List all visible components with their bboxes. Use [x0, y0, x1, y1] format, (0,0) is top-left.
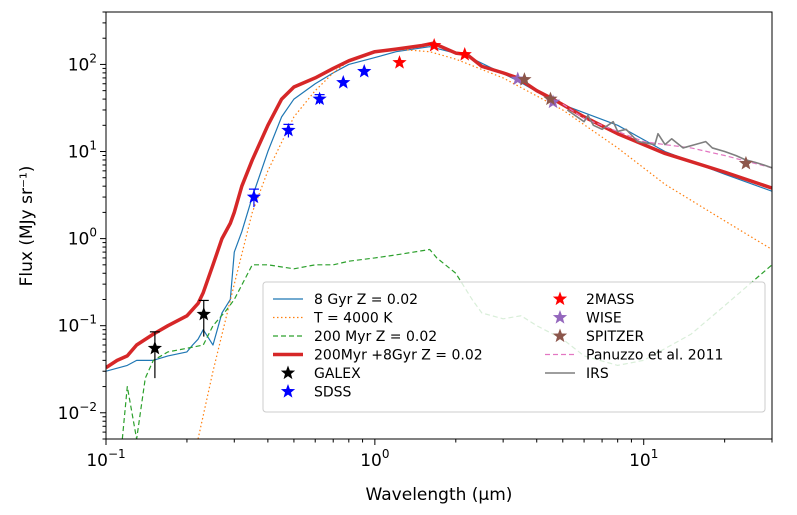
legend-swatch — [552, 310, 568, 324]
legend-item-2mass: 2MASS — [552, 291, 634, 308]
tick-layer: 10−1 100 101 10−2 10−1 100 101 102 — [58, 11, 773, 471]
y-tick-label: 10−1 — [58, 313, 97, 337]
marker-galex — [196, 306, 211, 321]
y-tick-label: 10−2 — [58, 400, 97, 424]
legend-label: SPITZER — [586, 329, 644, 345]
legend-label: Panuzzo et al. 2011 — [586, 348, 723, 364]
marker-sdss — [246, 189, 262, 204]
marker-sdss — [312, 91, 327, 106]
marker-sdss — [281, 122, 296, 137]
legend-label: GALEX — [314, 366, 361, 382]
y-axis-title: Flux (MJy sr⁻¹) — [17, 166, 37, 287]
legend-item-galex: GALEX — [280, 365, 361, 382]
y-tick-label: 100 — [68, 226, 97, 250]
legend-label: IRS — [586, 366, 609, 382]
legend-label: 200Myr +8Gyr Z = 0.02 — [314, 348, 483, 364]
marker-layer — [147, 37, 754, 379]
legend-label: WISE — [586, 311, 622, 327]
legend-item-8-gyr-z-0-02: 8 Gyr Z = 0.02 — [273, 292, 418, 308]
x-axis-title: Wavelength (μm) — [366, 485, 513, 505]
legend-item-t-4000-k: T = 4000 K — [273, 311, 393, 327]
series-200myr-8gyr-z-0-02 — [106, 41, 772, 370]
legend-swatch — [280, 384, 296, 398]
legend-item-spitzer: SPITZER — [552, 328, 644, 345]
marker-sdss — [357, 63, 372, 78]
marker-2mass — [427, 37, 442, 52]
legend-label: 200 Myr Z = 0.02 — [314, 329, 437, 345]
series-t-4000-k — [197, 48, 772, 439]
y-tick-label: 101 — [68, 139, 97, 163]
legend-item-200myr-8gyr-z-0-02: 200Myr +8Gyr Z = 0.02 — [273, 348, 483, 364]
legend-swatch — [552, 291, 568, 306]
marker-spitzer — [738, 155, 754, 170]
series-irs — [566, 109, 772, 169]
y-tick-label: 102 — [68, 51, 97, 75]
legend-label: 2MASS — [586, 292, 634, 308]
x-tick-label: 101 — [629, 447, 658, 471]
legend-item-panuzzo-et-al-2011: Panuzzo et al. 2011 — [545, 348, 723, 364]
x-tick-label: 10−1 — [86, 447, 125, 471]
legend-frame — [262, 281, 766, 413]
legend-swatch — [280, 365, 296, 380]
legend: 8 Gyr Z = 0.02 T = 4000 K 200 Myr Z = 0.02… — [262, 281, 766, 413]
x-tick-label: 100 — [360, 447, 389, 471]
legend-item-200-myr-z-0-02: 200 Myr Z = 0.02 — [273, 329, 437, 345]
axes-layer — [105, 11, 773, 440]
plot-frame — [105, 11, 773, 440]
legend-label: T = 4000 K — [313, 311, 393, 327]
legend-swatch — [552, 328, 568, 343]
marker-spitzer — [517, 72, 532, 86]
legend-item-sdss: SDSS — [280, 384, 352, 401]
marker-2mass — [457, 47, 472, 61]
legend-label: 8 Gyr Z = 0.02 — [314, 292, 418, 308]
marker-sdss — [336, 75, 351, 89]
legend-item-wise: WISE — [552, 310, 622, 327]
marker-galex — [147, 340, 163, 355]
marker-2mass — [392, 55, 407, 69]
marker-spitzer — [543, 91, 558, 106]
legend-item-irs: IRS — [545, 366, 609, 382]
marker-wise — [510, 71, 525, 86]
legend-label: SDSS — [314, 385, 352, 401]
